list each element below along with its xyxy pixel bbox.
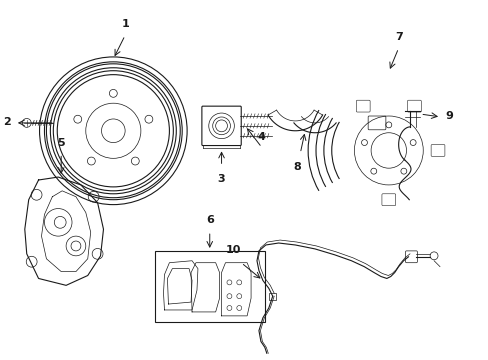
Bar	[154, 251, 264, 322]
Text: 8: 8	[293, 162, 301, 172]
Text: 4: 4	[258, 132, 265, 141]
Text: 5: 5	[57, 138, 65, 148]
Text: 3: 3	[217, 174, 225, 184]
Bar	[268, 293, 275, 300]
Text: 9: 9	[444, 111, 452, 121]
Text: 7: 7	[394, 32, 402, 42]
Text: 1: 1	[121, 19, 129, 30]
Text: 2: 2	[3, 117, 11, 127]
Text: 6: 6	[205, 215, 213, 225]
Text: 10: 10	[225, 245, 241, 255]
